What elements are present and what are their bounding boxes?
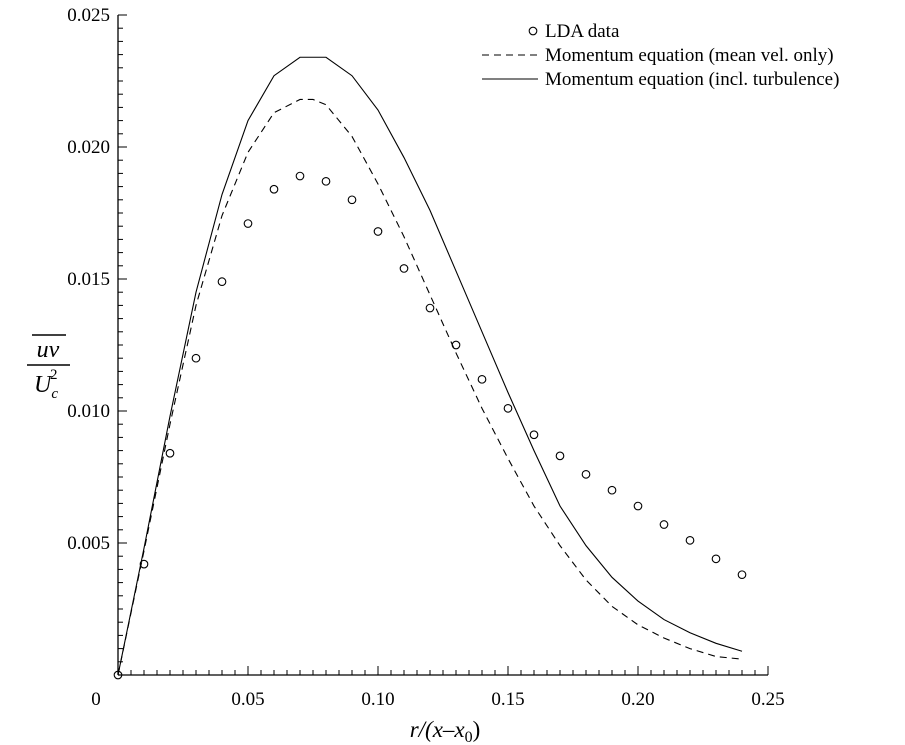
x-tick-label: 0.25: [751, 689, 784, 710]
axes: [117, 15, 768, 676]
x-tick-label: 0.05: [231, 689, 264, 710]
y-tick-label: 0.020: [67, 137, 110, 158]
series-layer: [113, 56, 747, 680]
data-point: [659, 520, 669, 529]
data-point: [477, 374, 487, 384]
y-axis-title: uv Uc2: [27, 334, 70, 402]
data-point: [555, 451, 565, 461]
data-point: [113, 670, 123, 680]
data-point: [165, 448, 175, 458]
legend-label: LDA data: [545, 21, 620, 42]
legend-label: Momentum equation (mean vel. only): [545, 45, 834, 66]
ticks: [117, 14, 769, 676]
data-point: [321, 176, 331, 186]
y-tick-label: 0.005: [67, 533, 110, 554]
data-point: [191, 353, 201, 363]
x-tick-label: 0.15: [491, 689, 524, 710]
data-point: [347, 195, 357, 205]
y-axis-title-denominator: Uc2: [34, 367, 58, 402]
legend-marker-lda: [528, 26, 538, 36]
tick-labels: 0 0.05 0.10 0.15 0.20 0.25 0.005 0.010 0.015 0.02…: [67, 5, 784, 710]
data-point: [633, 501, 643, 511]
legend: LDA data Momentum equation (mean vel. onl…: [482, 21, 839, 90]
data-point: [425, 303, 435, 313]
y-tick-label: 0.025: [67, 5, 110, 26]
y-axis-title-numerator: uv: [37, 337, 60, 363]
series-line-incl-turbulence: [117, 56, 743, 676]
y-tick-label: 0.010: [67, 401, 110, 422]
legend-label: Momentum equation (incl. turbulence): [545, 69, 839, 90]
data-point: [295, 171, 305, 181]
data-point: [243, 219, 253, 228]
x-tick-label: 0.20: [621, 689, 654, 710]
data-point: [685, 536, 695, 545]
data-point: [373, 227, 383, 236]
data-point: [503, 404, 513, 413]
data-point: [269, 184, 279, 194]
data-point: [581, 470, 591, 479]
data-point: [399, 264, 409, 273]
y-tick-label: 0.015: [67, 269, 110, 290]
data-point: [529, 430, 539, 440]
data-point: [217, 277, 227, 286]
data-point: [607, 485, 617, 495]
series-line-mean-vel: [117, 98, 743, 676]
x-tick-label: 0: [91, 689, 101, 710]
series-lda-data: [113, 171, 747, 680]
data-point: [711, 554, 721, 564]
data-point: [737, 570, 747, 580]
x-axis-title: r/(x–x0): [410, 717, 481, 745]
x-tick-label: 0.10: [361, 689, 394, 710]
